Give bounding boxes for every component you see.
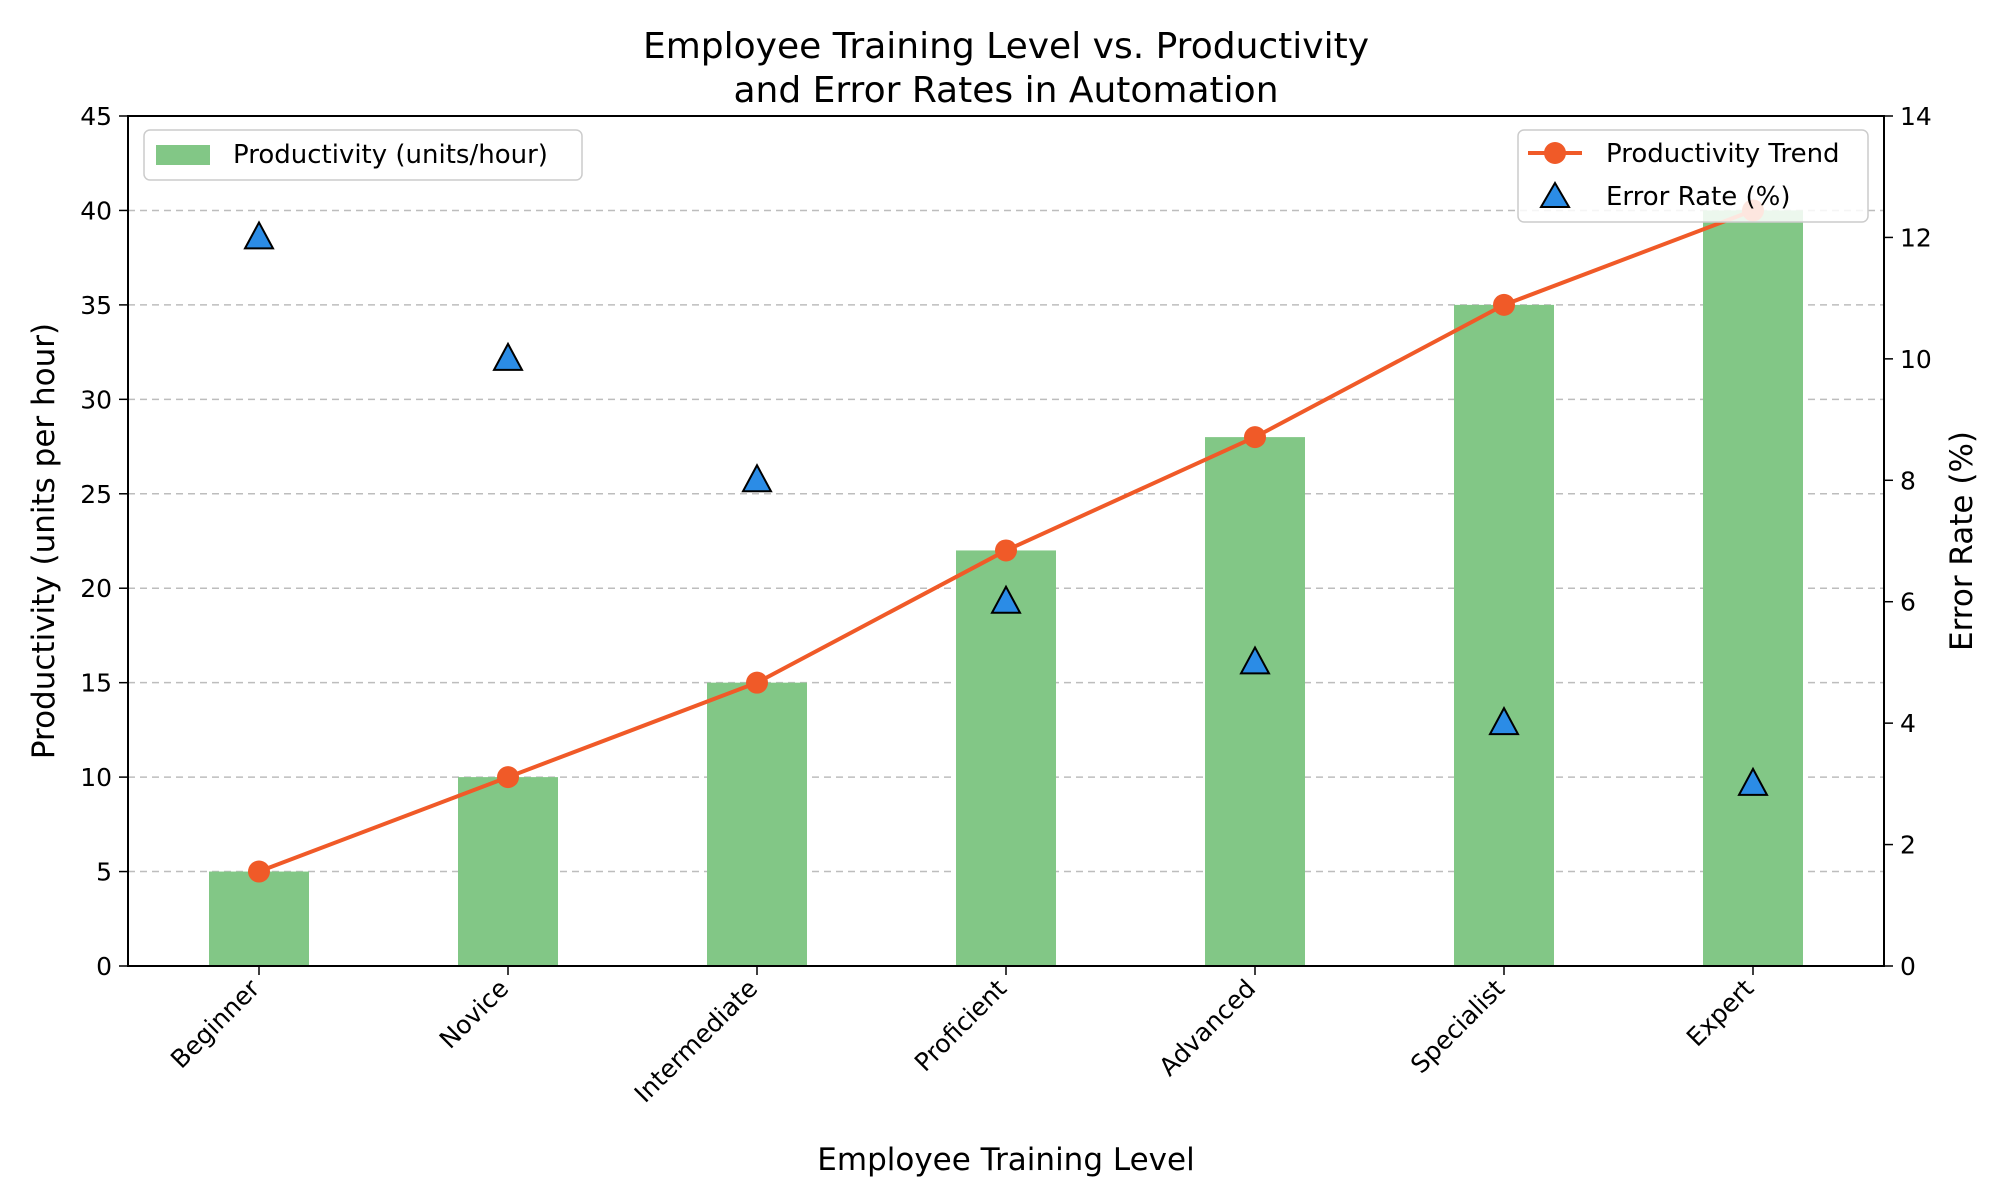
error-marker-intermediate [741, 463, 773, 493]
error-marker-advanced [1239, 645, 1271, 675]
bar-advanced [1205, 437, 1305, 966]
y-left-tick-label-0: 0 [96, 952, 112, 981]
x-tick-label-advanced: Advanced [1153, 974, 1261, 1082]
y-left-tick-label-3: 15 [80, 669, 112, 698]
y-right-tick-label-3: 6 [1900, 588, 1916, 617]
error-marker-beginner [243, 220, 275, 250]
y-left-tick-label-9: 45 [80, 102, 112, 131]
chart-title: Employee Training Level vs. Productivity… [643, 26, 1369, 111]
y-left-tick-label-8: 40 [80, 196, 112, 225]
legend-error-label: Error Rate (%) [1606, 182, 1791, 212]
x-tick-label-novice: Novice [434, 974, 515, 1055]
trend-point-beginner [248, 860, 270, 883]
trend-point-proficient [995, 539, 1017, 562]
y-right-tick-label-0: 0 [1900, 952, 1916, 981]
trend-point-intermediate [746, 671, 768, 694]
y-left-tick-label-4: 20 [80, 574, 112, 603]
error-marker-expert [1737, 766, 1769, 796]
legend-left-box [143, 129, 583, 181]
y-right-tick-label-4: 8 [1900, 466, 1916, 495]
error-marker-specialist [1488, 706, 1520, 736]
y-right-tick-label-1: 2 [1900, 831, 1916, 860]
x-tick-label-intermediate: Intermediate [629, 974, 764, 1109]
legend-trend-label: Productivity Trend [1606, 139, 1840, 169]
legend-right: Productivity Trend Error Rate (%) [1517, 129, 1869, 223]
bars [209, 210, 1803, 966]
legend-right-box [1517, 129, 1869, 223]
y-left-tick-label-1: 5 [96, 858, 112, 887]
bar-specialist [1454, 304, 1554, 966]
y-right-tick-label-7: 14 [1900, 102, 1932, 131]
y-left-tick-label-7: 35 [80, 291, 112, 320]
legend-left: Productivity (units/hour) [143, 129, 583, 181]
x-axis: Beginner Novice Intermediate Proficient Adva… [165, 966, 1759, 1108]
y-left-tick-label-2: 10 [80, 763, 112, 792]
trend-point-specialist [1493, 293, 1515, 316]
chart-title-line-2: and Error Rates in Automation [733, 70, 1278, 111]
y-right-tick-label-6: 12 [1900, 223, 1932, 252]
error-marker-novice [492, 341, 524, 371]
x-tick-label-expert: Expert [1681, 974, 1760, 1053]
y-axis-label-left: Productivity (units per hour) [26, 323, 62, 759]
legend-bar-swatch [156, 145, 210, 165]
y-axis-label-right: Error Rate (%) [1944, 431, 1980, 651]
x-tick-label-beginner: Beginner [165, 973, 266, 1074]
error-marker-proficient [990, 584, 1022, 614]
y-right-tick-label-5: 10 [1900, 345, 1932, 374]
x-tick-label-proficient: Proficient [909, 974, 1012, 1077]
y-left-tick-label-6: 30 [80, 385, 112, 414]
x-axis-label: Employee Training Level [817, 1142, 1194, 1178]
y-axis-left: 0 5 10 15 20 25 30 35 40 45 [80, 102, 128, 981]
trend-point-advanced [1244, 426, 1266, 449]
bar-expert [1703, 210, 1803, 966]
bar-beginner [209, 871, 309, 966]
legend-bar-label: Productivity (units/hour) [233, 140, 548, 170]
bar-novice [458, 777, 558, 966]
legend-error-swatch-marker [1539, 181, 1571, 208]
y-axis-right: 0 2 4 6 8 10 12 14 [1884, 102, 1932, 981]
x-tick-label-specialist: Specialist [1405, 974, 1510, 1079]
legend-trend-swatch-marker [1544, 142, 1566, 164]
bar-proficient [956, 550, 1056, 966]
trend-point-novice [497, 766, 519, 789]
y-left-tick-label-5: 25 [80, 480, 112, 509]
error-markers [243, 220, 1769, 796]
chart-title-line-1: Employee Training Level vs. Productivity [643, 26, 1369, 67]
y-right-tick-label-2: 4 [1900, 709, 1916, 738]
bar-intermediate [707, 682, 807, 966]
